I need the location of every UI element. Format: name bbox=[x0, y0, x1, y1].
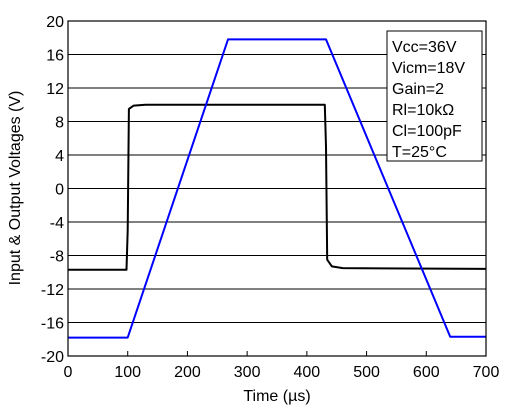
annotation-temp: T=25°C bbox=[392, 144, 447, 161]
x-tick-label: 100 bbox=[114, 364, 141, 381]
y-tick-label: -4 bbox=[50, 215, 64, 232]
annotation-gain: Gain=2 bbox=[392, 81, 444, 98]
y-tick-label: -12 bbox=[41, 282, 64, 299]
annotation-rl: Rl=10kΩ bbox=[392, 102, 454, 119]
y-tick-label: 20 bbox=[46, 14, 64, 31]
x-tick-label: 200 bbox=[174, 364, 201, 381]
x-tick-label: 700 bbox=[473, 364, 500, 381]
x-axis-title: Time (µs) bbox=[243, 388, 310, 405]
annotation-vicm: Vicm=18V bbox=[392, 60, 465, 77]
annotation-cl: Cl=100pF bbox=[392, 123, 462, 140]
y-tick-label: 8 bbox=[55, 115, 64, 132]
x-tick-label: 400 bbox=[294, 364, 321, 381]
y-tick-label: 16 bbox=[46, 48, 64, 65]
y-tick-label: 0 bbox=[55, 182, 64, 199]
y-tick-label: 12 bbox=[46, 81, 64, 98]
x-tick-label: 500 bbox=[353, 364, 380, 381]
x-tick-label: 0 bbox=[64, 364, 73, 381]
annotation-box: Vcc=36V Vicm=18V Gain=2 Rl=10kΩ Cl=100pF… bbox=[387, 31, 482, 161]
y-tick-label: 4 bbox=[55, 148, 64, 165]
x-tick-label: 300 bbox=[234, 364, 261, 381]
y-tick-label: -16 bbox=[41, 316, 64, 333]
y-tick-label: -8 bbox=[50, 249, 64, 266]
y-axis-title: Input & Output Voltages (V) bbox=[7, 91, 24, 286]
y-tick-label: -20 bbox=[41, 349, 64, 366]
x-tick-label: 600 bbox=[413, 364, 440, 381]
annotation-vcc: Vcc=36V bbox=[392, 39, 457, 56]
